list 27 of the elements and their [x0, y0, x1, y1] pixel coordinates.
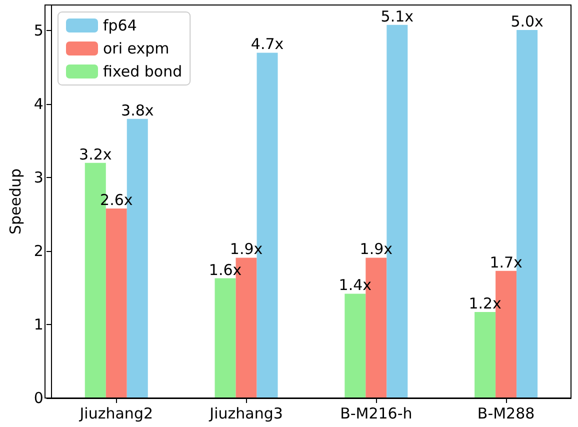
legend-label: fp64 [103, 16, 137, 34]
bar [106, 208, 127, 398]
data-label: 5.0x [510, 12, 544, 30]
y-tick-label: 2 [34, 242, 44, 260]
data-label: 1.9x [360, 240, 393, 258]
data-label: 4.7x [250, 35, 284, 54]
bar [474, 312, 496, 398]
y-tick-label: 0 [34, 389, 44, 407]
bar [214, 278, 236, 398]
y-tick-label: 5 [34, 22, 44, 40]
data-label: 3.8x [121, 101, 154, 120]
bar [344, 294, 366, 398]
legend-label: ori expm [103, 40, 170, 58]
y-axis-title: Speedup [6, 168, 24, 235]
x-tick-label: Jiuzhang3 [208, 404, 283, 422]
x-tick-label: B-M216-h [340, 404, 412, 422]
legend-label: fixed bond [103, 62, 182, 80]
y-tick-label: 1 [34, 316, 44, 334]
x-tick-label: B-M288 [477, 404, 535, 422]
data-label: 1.7x [490, 253, 523, 272]
data-label: 3.2x [79, 145, 112, 164]
data-label: 5.1x [380, 7, 414, 26]
y-tick-label: 4 [34, 95, 44, 114]
x-tick-label: Jiuzhang2 [78, 404, 154, 422]
data-label: 1.9x [230, 240, 263, 258]
data-label: 2.6x [100, 190, 133, 209]
y-tick-label: 3 [34, 168, 44, 187]
